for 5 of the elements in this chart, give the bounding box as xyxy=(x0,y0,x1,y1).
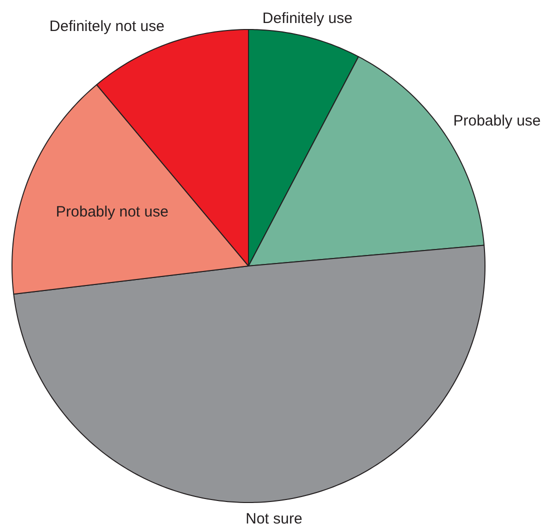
slice-label: Definitely not use xyxy=(49,18,164,35)
slice-label: Definitely use xyxy=(262,10,352,28)
slice-label: Not sure xyxy=(246,510,302,528)
slice-label: Probably not use xyxy=(56,204,168,221)
slice-label: Probably use xyxy=(453,112,541,130)
